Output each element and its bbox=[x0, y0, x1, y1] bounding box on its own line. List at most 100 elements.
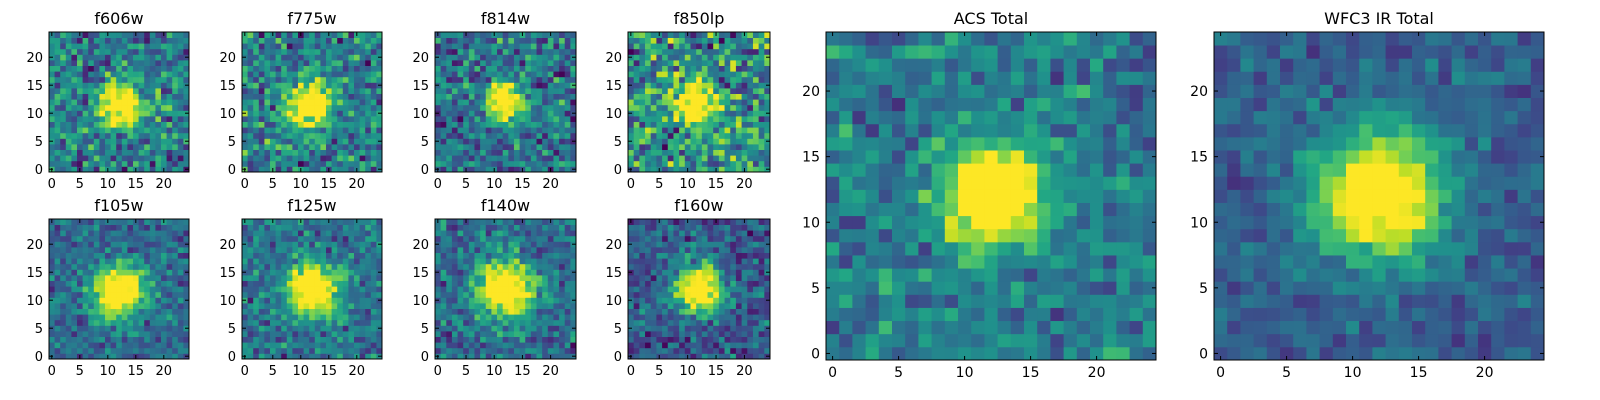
heatmap-cell bbox=[60, 275, 67, 281]
heatmap-cell bbox=[633, 286, 640, 293]
heatmap-cell bbox=[149, 314, 156, 321]
heatmap-cell bbox=[320, 314, 327, 321]
heatmap-cell bbox=[133, 138, 139, 145]
heatmap-cell bbox=[656, 43, 663, 50]
heatmap-cell bbox=[480, 71, 487, 78]
heatmap-cell bbox=[99, 37, 106, 44]
heatmap-cell bbox=[292, 235, 299, 242]
heatmap-cell bbox=[93, 336, 100, 343]
heatmap-cell bbox=[451, 43, 458, 50]
heatmap-cell bbox=[440, 224, 447, 231]
heatmap-cell bbox=[82, 76, 89, 83]
heatmap-cell bbox=[370, 149, 377, 156]
heatmap-cell bbox=[270, 235, 276, 242]
heatmap-cell bbox=[468, 286, 475, 293]
heatmap-cell bbox=[309, 319, 316, 326]
y-tick-label: 5 bbox=[421, 322, 429, 337]
heatmap-cell bbox=[547, 60, 554, 66]
heatmap-cell bbox=[65, 235, 72, 242]
heatmap-cell bbox=[258, 155, 265, 162]
heatmap-cell bbox=[480, 224, 487, 231]
heatmap-cell bbox=[673, 342, 680, 349]
heatmap-cell bbox=[172, 275, 179, 281]
heatmap-cell bbox=[275, 347, 282, 354]
heatmap-cell bbox=[309, 76, 316, 83]
heatmap-cell bbox=[513, 82, 520, 89]
heatmap-cell bbox=[275, 116, 282, 122]
heatmap-cell bbox=[77, 291, 83, 298]
heatmap-cell bbox=[292, 269, 299, 276]
heatmap-cell bbox=[451, 325, 458, 332]
heatmap-cell bbox=[639, 71, 646, 78]
heatmap-cell bbox=[440, 99, 447, 106]
heatmap-cell bbox=[662, 48, 669, 55]
heatmap-cell bbox=[718, 138, 725, 145]
heatmap-cell bbox=[468, 275, 475, 281]
heatmap-cell bbox=[93, 48, 100, 55]
heatmap-cell bbox=[547, 99, 554, 106]
heatmap-cell bbox=[275, 219, 282, 225]
heatmap-cell bbox=[166, 319, 173, 326]
heatmap-cell bbox=[110, 37, 117, 44]
heatmap-cell bbox=[359, 291, 366, 298]
heatmap-cell bbox=[71, 303, 78, 309]
heatmap-cell bbox=[724, 71, 731, 78]
heatmap-cell bbox=[314, 160, 321, 167]
heatmap-cell bbox=[88, 258, 95, 265]
heatmap-cell bbox=[337, 319, 344, 326]
heatmap-cell bbox=[161, 132, 167, 139]
heatmap-cell bbox=[359, 104, 366, 111]
heatmap-cell bbox=[348, 291, 355, 298]
heatmap-cell bbox=[258, 336, 265, 343]
heatmap-cell bbox=[116, 308, 123, 315]
heatmap-cell bbox=[370, 43, 377, 50]
heatmap-cell bbox=[326, 241, 332, 248]
heatmap-cell bbox=[82, 121, 89, 128]
heatmap-cell bbox=[542, 336, 549, 343]
heatmap-cell bbox=[679, 54, 686, 61]
heatmap-cell bbox=[468, 258, 475, 265]
heatmap-cell bbox=[303, 308, 310, 315]
heatmap-cell bbox=[298, 82, 304, 89]
heatmap-cell bbox=[440, 43, 447, 50]
heatmap-cell bbox=[155, 241, 162, 248]
heatmap-cell bbox=[253, 138, 260, 145]
heatmap-cell bbox=[65, 138, 72, 145]
heatmap-cell bbox=[331, 104, 338, 111]
heatmap-cell bbox=[764, 99, 771, 106]
heatmap-cell bbox=[264, 121, 271, 128]
heatmap-cell bbox=[480, 286, 487, 293]
heatmap-cell bbox=[99, 76, 106, 83]
heatmap-cell bbox=[662, 110, 669, 117]
heatmap-cell bbox=[172, 76, 179, 83]
heatmap-cell bbox=[149, 286, 156, 293]
heatmap-cell bbox=[508, 308, 515, 315]
heatmap-cell bbox=[519, 65, 526, 72]
heatmap-cell bbox=[110, 291, 117, 298]
heatmap-cell bbox=[639, 82, 646, 89]
heatmap-cell bbox=[144, 149, 151, 156]
heatmap-cell bbox=[701, 286, 708, 293]
heatmap-cell bbox=[264, 160, 271, 167]
heatmap-cell bbox=[242, 308, 248, 315]
heatmap-cell bbox=[451, 252, 458, 259]
heatmap-cell bbox=[258, 325, 265, 332]
heatmap-cell bbox=[701, 319, 708, 326]
heatmap-cell bbox=[281, 138, 288, 145]
x-tick-label: 5 bbox=[462, 364, 470, 379]
heatmap-cell bbox=[177, 291, 184, 298]
heatmap-cell bbox=[570, 258, 577, 265]
heatmap-cell bbox=[270, 93, 276, 100]
heatmap-cell bbox=[286, 160, 293, 167]
heatmap-cell bbox=[480, 308, 487, 315]
heatmap-cell bbox=[440, 132, 447, 139]
heatmap-cell bbox=[690, 88, 697, 94]
heatmap-cell bbox=[542, 319, 549, 326]
heatmap-cell bbox=[667, 291, 674, 298]
heatmap-cell bbox=[696, 127, 703, 134]
heatmap-cell bbox=[172, 144, 179, 150]
heatmap-cell bbox=[354, 269, 360, 276]
heatmap-cell bbox=[348, 60, 355, 66]
heatmap-cell bbox=[656, 291, 663, 298]
heatmap-cell bbox=[258, 48, 265, 55]
